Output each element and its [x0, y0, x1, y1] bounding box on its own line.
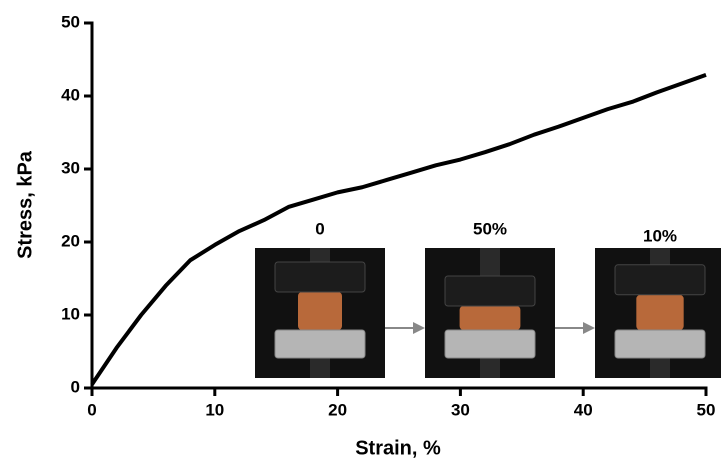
- x-tick-label: 20: [328, 400, 347, 419]
- y-tick-label: 40: [61, 85, 80, 104]
- top-plate: [614, 264, 706, 296]
- y-axis-title: Stress, kPa: [14, 150, 36, 259]
- inset-photo: [595, 248, 721, 378]
- data-line: [90, 72, 707, 386]
- y-tick-label: 50: [61, 12, 80, 31]
- bottom-plate: [444, 329, 536, 359]
- inset-photo: [255, 248, 385, 378]
- x-tick-label: 0: [87, 400, 96, 419]
- arrow-head: [413, 322, 425, 334]
- y-tick-label: 10: [61, 304, 80, 323]
- sample: [459, 306, 521, 330]
- x-tick-label: 30: [451, 400, 470, 419]
- y-tick-label: 20: [61, 231, 80, 250]
- x-tick-label: 10: [205, 400, 224, 419]
- y-tick-label: 0: [71, 377, 80, 396]
- arrow-head: [583, 322, 595, 334]
- inset-photo: [425, 248, 555, 378]
- x-tick-label: 50: [697, 400, 716, 419]
- inset-label: 10%: [643, 226, 677, 245]
- bottom-plate: [614, 329, 706, 359]
- sample: [636, 294, 684, 330]
- top-plate: [444, 275, 536, 307]
- y-tick-label: 30: [61, 158, 80, 177]
- x-tick-label: 40: [574, 400, 593, 419]
- inset-label: 0: [315, 219, 324, 238]
- sample: [298, 292, 342, 330]
- inset-label: 50%: [473, 219, 507, 238]
- bottom-plate: [274, 329, 366, 359]
- x-axis-title: Strain, %: [355, 437, 441, 459]
- top-plate: [274, 261, 366, 293]
